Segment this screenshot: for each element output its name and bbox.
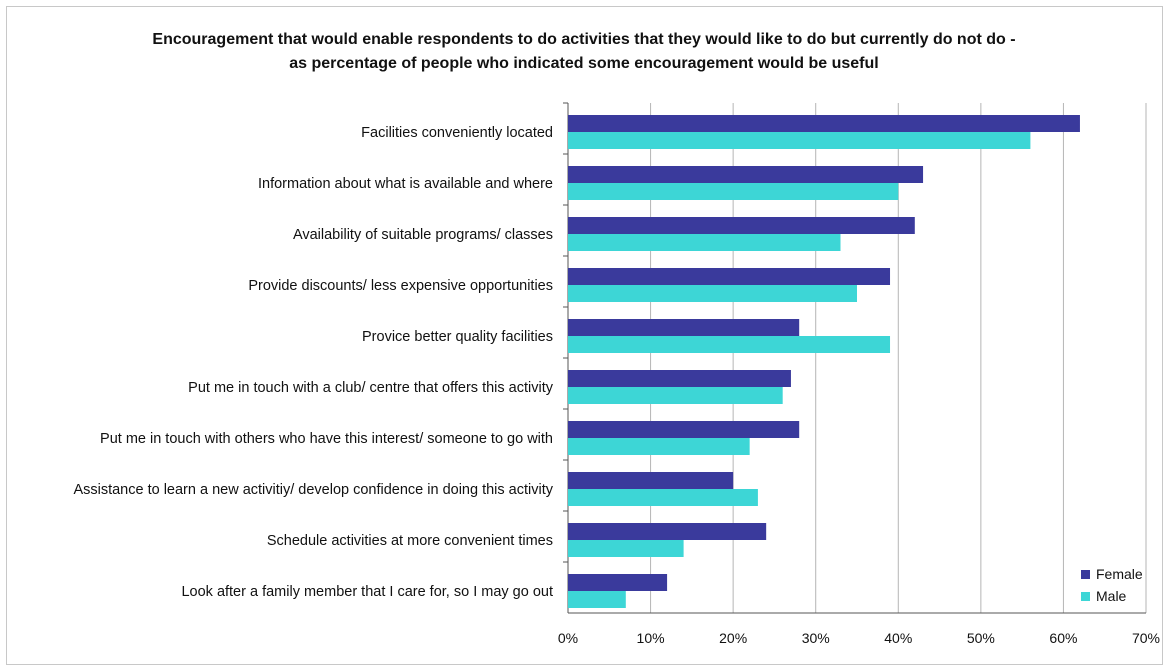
bar-female [568, 472, 734, 489]
bar-male [568, 438, 750, 455]
chart-title: Encouragement that would enable responde… [152, 31, 1015, 72]
x-tick-label: 20% [719, 630, 747, 646]
category-label: Availability of suitable programs/ class… [293, 227, 553, 243]
bar-male [568, 132, 1031, 149]
category-label: Put me in touch with others who have thi… [100, 431, 553, 447]
bar-male [568, 540, 684, 557]
bar-male [568, 234, 841, 251]
x-tick-label: 40% [884, 630, 912, 646]
bar-female [568, 574, 668, 591]
x-tick-label: 30% [802, 630, 830, 646]
category-label: Information about what is available and … [258, 176, 553, 192]
bar-female [568, 217, 915, 234]
bar-male [568, 336, 891, 353]
chart-title-line: Encouragement that would enable responde… [152, 31, 1015, 48]
x-tick-label: 50% [967, 630, 995, 646]
x-tick-label: 0% [558, 630, 578, 646]
category-label: Look after a family member that I care f… [181, 584, 553, 600]
bar-female [568, 115, 1080, 132]
category-label: Schedule activities at more convenient t… [267, 533, 553, 549]
category-label: Provide discounts/ less expensive opport… [248, 278, 553, 294]
bar-male [568, 285, 857, 302]
chart-title-line: as percentage of people who indicated so… [289, 55, 878, 72]
category-label: Provice better quality facilities [362, 329, 553, 345]
bars [568, 115, 1080, 608]
bar-female [568, 319, 800, 336]
legend-label-male: Male [1096, 588, 1127, 604]
bar-male [568, 387, 783, 404]
x-tick-label: 70% [1132, 630, 1160, 646]
legend-label-female: Female [1096, 566, 1143, 582]
legend-swatch-male [1081, 592, 1090, 601]
bar-male [568, 591, 626, 608]
x-axis-ticks: 0% 10% 20% 30% 40% 50% 60% 70% [558, 630, 1160, 646]
bar-female [568, 523, 767, 540]
category-label: Facilities conveniently located [361, 125, 553, 141]
category-label: Put me in touch with a club/ centre that… [188, 380, 554, 396]
bar-female [568, 166, 924, 183]
bar-female [568, 268, 891, 285]
legend-swatch-female [1081, 570, 1090, 579]
bar-female [568, 421, 800, 438]
x-tick-label: 60% [1049, 630, 1077, 646]
x-tick-label: 10% [637, 630, 665, 646]
bar-male [568, 489, 758, 506]
bar-male [568, 183, 899, 200]
category-label: Assistance to learn a new activitiy/ dev… [73, 482, 553, 498]
category-labels: Facilities conveniently located Informati… [73, 125, 553, 600]
bar-female [568, 370, 791, 387]
legend: Female Male [1081, 566, 1143, 604]
